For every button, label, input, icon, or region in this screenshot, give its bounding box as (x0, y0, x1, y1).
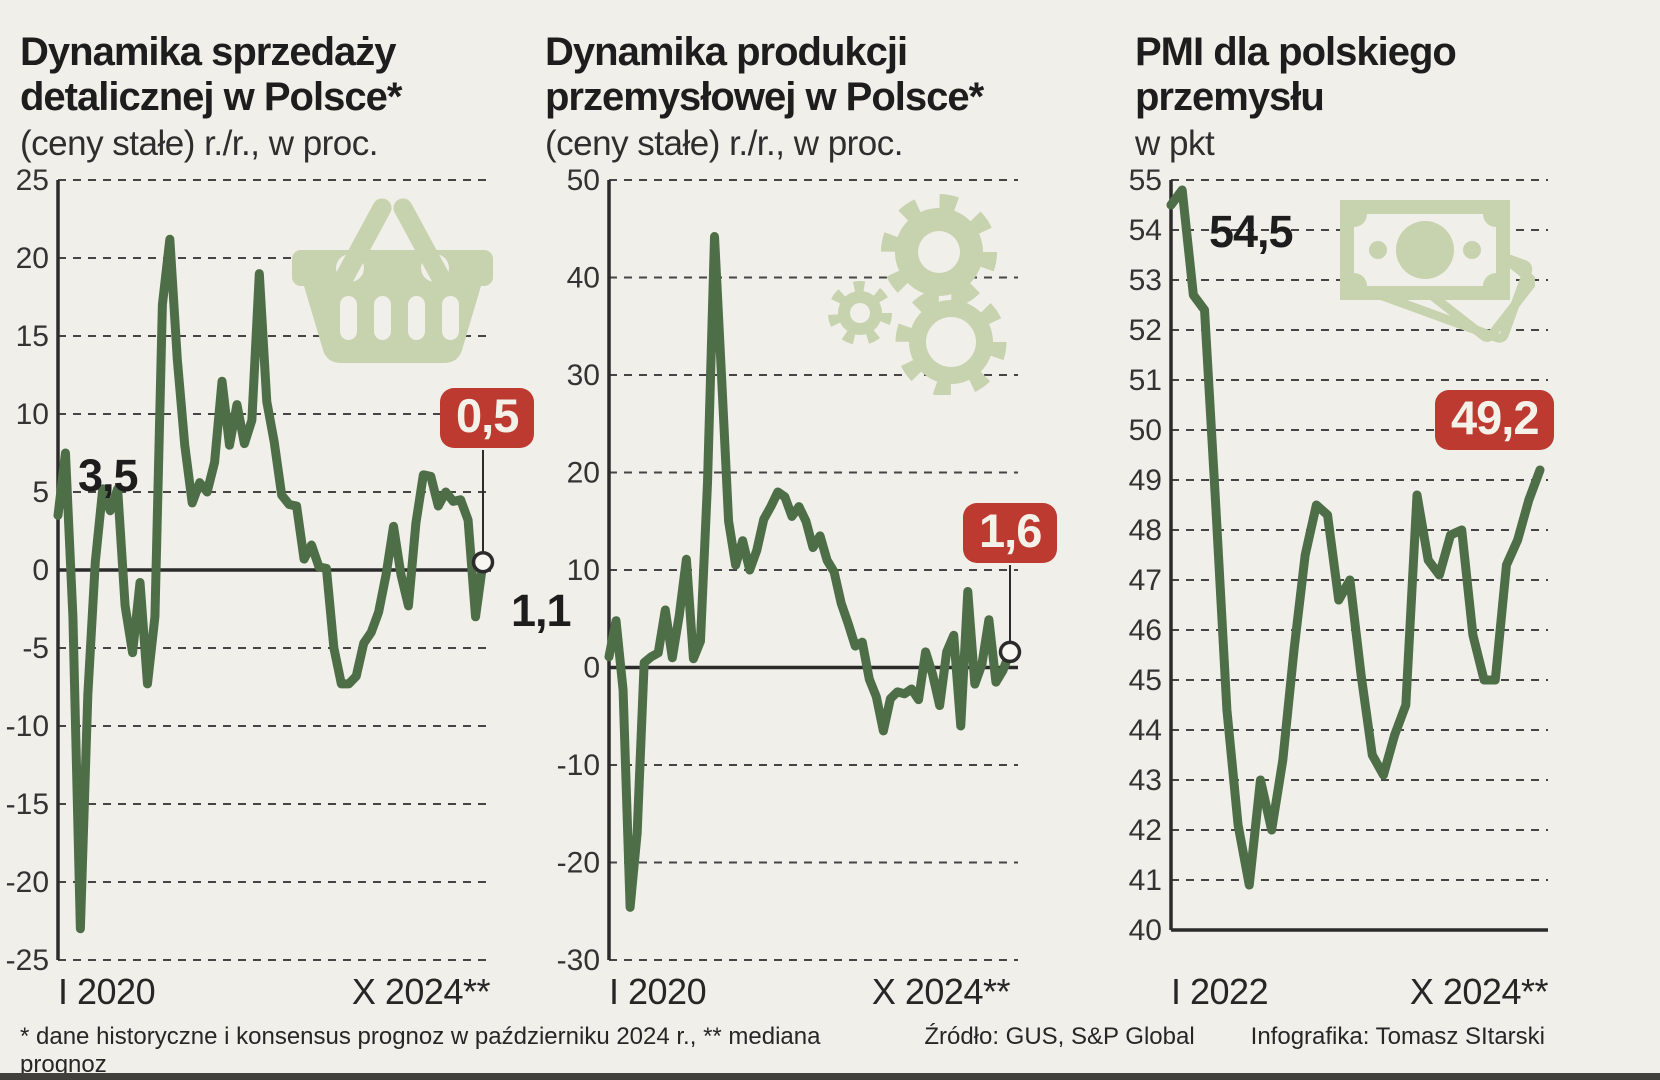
chart-title: Dynamika produkcji przemysłowej w Polsce… (545, 30, 984, 120)
svg-text:42: 42 (1129, 814, 1162, 847)
start-value-label: 1,1 (511, 585, 572, 636)
svg-text:46: 46 (1129, 614, 1162, 647)
x-axis-labels: I 2020 X 2024** (545, 971, 1040, 1013)
x-start-label: I 2022 (1171, 971, 1269, 1012)
svg-text:40: 40 (567, 262, 600, 295)
panel-pmi: PMI dla polskiego przemysłu w pkt 55 54 53… (1129, 30, 1605, 1013)
svg-text:50: 50 (1129, 414, 1162, 447)
panel-retail-sales: Dynamika sprzedaży detalicznej w Polsce*… (6, 30, 535, 1013)
svg-text:-30: -30 (557, 944, 600, 977)
gears-icon (827, 190, 1017, 398)
start-value-label: 54,5 (1209, 206, 1294, 257)
svg-text:44: 44 (1129, 714, 1162, 747)
industrial-production-line-chart: 50 40 30 20 10 0 -10 -20 -30 (557, 164, 1022, 977)
panel-head: Dynamika sprzedaży detalicznej w Polsce*… (20, 30, 515, 172)
svg-text:52: 52 (1129, 314, 1162, 347)
chart-subtitle: (ceny stałe) r./r., w proc. (20, 124, 379, 164)
x-start-label: I 2020 (609, 971, 707, 1012)
bottom-divider (0, 1073, 1660, 1080)
panel-head: PMI dla polskiego przemysłu w pkt (1135, 30, 1605, 172)
charts-row: Dynamika sprzedaży detalicznej w Polsce*… (6, 30, 1605, 1013)
svg-text:30: 30 (567, 359, 600, 392)
svg-text:53: 53 (1129, 264, 1162, 297)
footnote: * dane historyczne i konsensus prognoz w… (20, 1023, 821, 1078)
svg-text:10: 10 (16, 398, 49, 431)
x-end-label: X 2024** (1409, 971, 1549, 1012)
x-start-label: I 2020 (58, 971, 156, 1012)
footer: * dane historyczne i konsensus prognoz w… (0, 1013, 1660, 1079)
svg-text:20: 20 (16, 242, 49, 275)
svg-text:48: 48 (1129, 514, 1162, 547)
svg-text:-15: -15 (6, 788, 49, 821)
svg-text:0: 0 (583, 652, 600, 685)
end-value-badge: 0,5 (440, 388, 535, 448)
svg-text:-10: -10 (6, 710, 49, 743)
x-end-label: X 2024** (351, 971, 491, 1012)
svg-text:40: 40 (1129, 914, 1162, 947)
svg-text:-25: -25 (6, 944, 49, 977)
svg-text:5: 5 (32, 476, 49, 509)
svg-text:54: 54 (1129, 214, 1162, 247)
end-value-badge: 49,2 (1435, 390, 1555, 450)
x-axis-labels: I 2020 X 2024** (20, 971, 515, 1013)
chart-title: Dynamika sprzedaży detalicznej w Polsce* (20, 30, 402, 120)
x-axis-labels: I 2022 X 2024** (1135, 971, 1605, 1013)
source-credit: Źródło: GUS, S&P Global (924, 1023, 1195, 1050)
svg-text:50: 50 (567, 164, 600, 197)
svg-text:15: 15 (16, 320, 49, 353)
svg-text:55: 55 (1129, 164, 1162, 197)
plot-area: 25 20 15 10 5 0 -5 -10 -15 -20 -25 3,5 0,5 (6, 164, 535, 977)
banknotes-icon (1340, 196, 1537, 355)
start-value-label: 3,5 (78, 450, 139, 501)
x-end-label: X 2024** (871, 971, 1011, 1012)
plot-area: 50 40 30 20 10 0 -10 -20 -30 1,1 1,6 (511, 164, 1058, 977)
author-credit: Infografika: Tomasz SItarski (1250, 1023, 1545, 1050)
svg-text:43: 43 (1129, 764, 1162, 797)
svg-text:-10: -10 (557, 749, 600, 782)
svg-text:51: 51 (1129, 364, 1162, 397)
pmi-line-chart: 55 54 53 52 51 50 49 48 47 46 45 44 43 42 41 40 (1129, 164, 1548, 947)
svg-text:45: 45 (1129, 664, 1162, 697)
svg-text:49: 49 (1129, 464, 1162, 497)
shopping-basket-icon (290, 192, 495, 364)
svg-text:-20: -20 (6, 866, 49, 899)
svg-text:20: 20 (567, 457, 600, 490)
panel-head: Dynamika produkcji przemysłowej w Polsce… (545, 30, 1040, 172)
retail-sales-line-chart: 25 20 15 10 5 0 -5 -10 -15 -20 -25 (6, 164, 495, 977)
svg-text:47: 47 (1129, 564, 1162, 597)
end-value-badge: 1,6 (963, 503, 1058, 563)
plot-area: 55 54 53 52 51 50 49 48 47 46 45 44 43 42 41 40 54,5 (1129, 164, 1605, 967)
svg-text:-5: -5 (22, 632, 49, 665)
chart-title: PMI dla polskiego przemysłu (1135, 30, 1457, 120)
svg-text:41: 41 (1129, 864, 1162, 897)
svg-text:0: 0 (32, 554, 49, 587)
chart-subtitle: w pkt (1135, 124, 1215, 164)
svg-text:25: 25 (16, 164, 49, 197)
svg-text:10: 10 (567, 554, 600, 587)
svg-text:-20: -20 (557, 847, 600, 880)
chart-subtitle: (ceny stałe) r./r., w proc. (545, 124, 904, 164)
panel-industrial-production: Dynamika produkcji przemysłowej w Polsce… (511, 30, 1058, 1013)
